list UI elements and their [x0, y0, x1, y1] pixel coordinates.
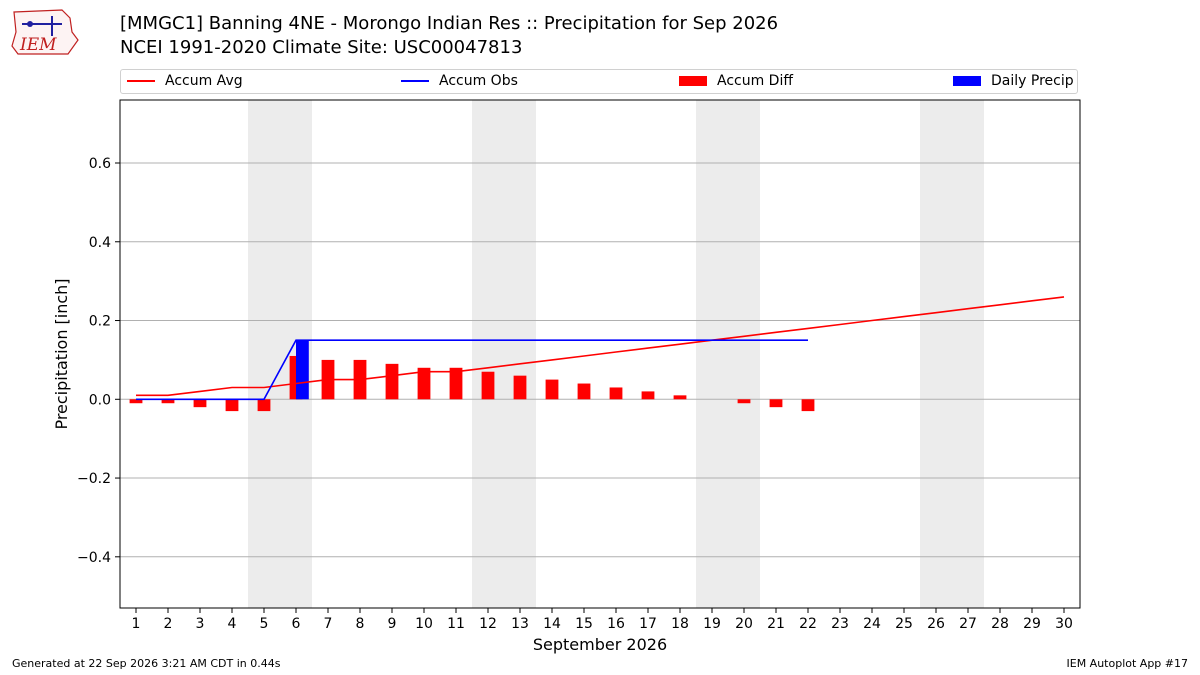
legend-accum-obs: Accum Obs	[401, 73, 518, 89]
accum-diff-bar	[577, 383, 591, 400]
x-tick-label: 28	[991, 616, 1009, 632]
legend-accum-obs-label: Accum Obs	[439, 73, 518, 89]
iem-logo: IEM	[11, 9, 79, 55]
legend-accum-diff-label: Accum Diff	[717, 73, 794, 89]
legend-accum-avg-label: Accum Avg	[165, 73, 243, 89]
x-tick-label: 29	[1023, 616, 1041, 632]
x-tick-label: 11	[447, 616, 465, 632]
y-tick-label: −0.4	[77, 550, 111, 566]
x-tick-label: 7	[324, 616, 333, 632]
weekend-band	[696, 100, 728, 608]
chart-title: [MMGC1] Banning 4NE - Morongo Indian Res…	[120, 13, 779, 34]
x-tick-label: 4	[228, 616, 237, 632]
x-tick-label: 14	[543, 616, 561, 632]
accum-diff-bar	[737, 399, 751, 404]
accum-diff-bar	[673, 395, 687, 400]
weekend-band	[472, 100, 504, 608]
legend-accum-avg-swatch	[127, 80, 155, 82]
y-tick-label: 0.6	[89, 156, 111, 172]
x-tick-label: 3	[196, 616, 205, 632]
y-tick-label: 0.4	[89, 235, 111, 251]
x-tick-label: 9	[388, 616, 397, 632]
x-tick-label: 6	[292, 616, 301, 632]
x-tick-label: 20	[735, 616, 753, 632]
y-tick-label: 0.2	[89, 314, 111, 330]
x-tick-label: 8	[356, 616, 365, 632]
legend-accum-obs-swatch	[401, 80, 429, 82]
x-axis-label: September 2026	[533, 635, 667, 654]
accum-diff-bar	[257, 399, 271, 412]
accum-diff-bar	[193, 399, 207, 408]
x-tick-label: 27	[959, 616, 977, 632]
x-tick-label: 1	[132, 616, 141, 632]
accum-avg-line	[136, 296, 1065, 397]
accum-diff-bar	[385, 363, 399, 400]
accum-diff-bar	[481, 371, 495, 400]
weekend-band	[728, 100, 760, 608]
accum-diff-bar	[161, 399, 175, 404]
x-tick-label: 24	[863, 616, 881, 632]
x-tick-label: 17	[639, 616, 657, 632]
legend-accum-diff: Accum Diff	[679, 73, 793, 89]
logo-text: IEM	[19, 35, 57, 55]
accum-diff-bar	[449, 367, 463, 400]
x-tick-label: 22	[799, 616, 817, 632]
accum-diff-bar	[513, 375, 527, 400]
x-tick-label: 15	[575, 616, 593, 632]
accum-obs-line	[136, 339, 808, 401]
chart-legend: Accum Avg Accum Obs Accum Diff Daily Pre…	[120, 69, 1078, 94]
app-credit: IEM Autoplot App #17	[1066, 657, 1189, 670]
y-axis-label: Precipitation [inch]	[52, 278, 71, 429]
x-tick-label: 26	[927, 616, 945, 632]
accum-diff-bar	[417, 367, 431, 400]
legend-daily-precip-swatch	[953, 76, 981, 86]
x-tick-label: 23	[831, 616, 849, 632]
accum-diff-bar	[801, 399, 815, 412]
y-tick-label: 0.0	[89, 392, 111, 408]
daily-precip-bar	[296, 340, 309, 400]
generated-timestamp: Generated at 22 Sep 2026 3:21 AM CDT in …	[12, 657, 281, 670]
plot-frame	[119, 99, 1081, 609]
x-tick-label: 16	[607, 616, 625, 632]
y-tick-label: −0.2	[77, 471, 111, 487]
weekend-band	[952, 100, 984, 608]
legend-accum-diff-swatch	[679, 76, 707, 86]
accum-diff-bar	[129, 399, 143, 404]
accum-diff-bar	[225, 399, 239, 412]
x-tick-label: 13	[511, 616, 529, 632]
x-tick-label: 12	[479, 616, 497, 632]
accum-diff-bar	[769, 399, 783, 408]
weekend-band	[504, 100, 536, 608]
x-tick-label: 21	[767, 616, 785, 632]
weekend-band	[248, 100, 280, 608]
chart-subtitle: NCEI 1991-2020 Climate Site: USC00047813	[120, 37, 523, 58]
accum-diff-bar	[641, 391, 655, 400]
legend-accum-avg: Accum Avg	[127, 73, 243, 89]
x-tick-label: 5	[260, 616, 269, 632]
legend-daily-precip-label: Daily Precip	[991, 73, 1074, 89]
accum-diff-bar	[609, 387, 623, 400]
accum-diff-bar	[545, 379, 559, 400]
x-tick-label: 25	[895, 616, 913, 632]
legend-daily-precip: Daily Precip	[953, 73, 1074, 89]
x-tick-label: 18	[671, 616, 689, 632]
x-tick-label: 10	[415, 616, 433, 632]
x-tick-label: 19	[703, 616, 721, 632]
x-tick-label: 2	[164, 616, 173, 632]
weekend-band	[920, 100, 952, 608]
x-tick-label: 30	[1055, 616, 1073, 632]
